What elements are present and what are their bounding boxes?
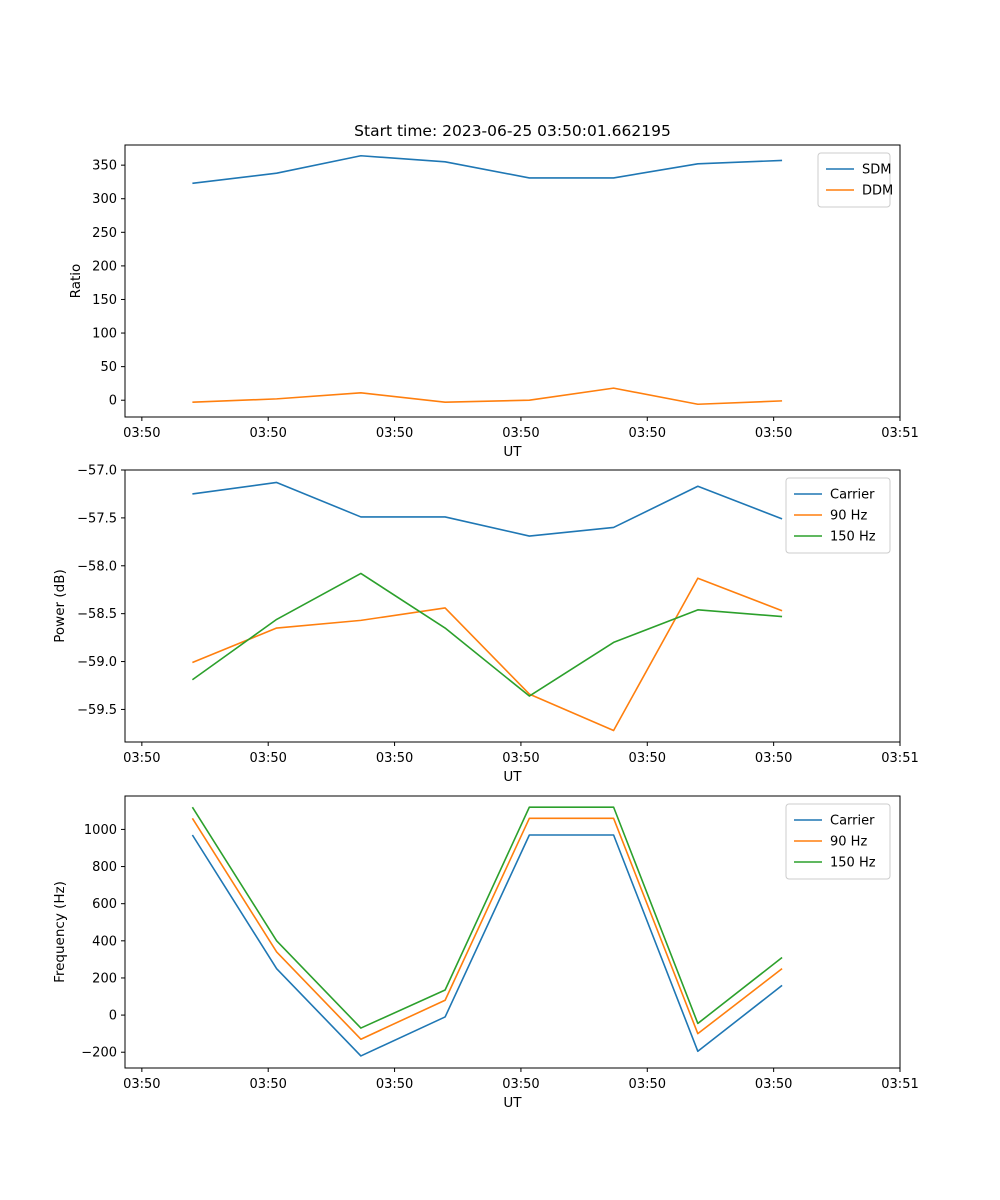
y-tick-label: 50 <box>100 360 117 375</box>
legend: SDM DDM <box>817 152 893 208</box>
series-line-150-hz <box>191 572 783 697</box>
x-tick-label: 03:50 <box>376 1077 413 1092</box>
x-tick-label: 03:50 <box>123 751 160 766</box>
y-tick-label: 400 <box>92 934 117 949</box>
legend-label: 90 Hz <box>830 509 867 524</box>
y-tick-label: −58.5 <box>77 607 117 622</box>
x-tick-label: 03:50 <box>755 751 792 766</box>
x-tick-label: 03:50 <box>755 1077 792 1092</box>
series-line-carrier <box>192 481 783 537</box>
series-line-carrier <box>191 834 783 1057</box>
y-tick-label: 100 <box>92 327 117 342</box>
y-tick-label: 800 <box>92 860 117 875</box>
y-tick-label: 200 <box>92 971 117 986</box>
y-tick-label: −57.5 <box>77 511 117 526</box>
x-tick-label: 03:50 <box>123 1077 160 1092</box>
x-tick-label: 03:51 <box>881 426 918 441</box>
y-tick-label: 600 <box>92 897 117 912</box>
series-line-ddm <box>192 387 783 406</box>
x-tick-label: 03:50 <box>629 426 666 441</box>
x-tick-label: 03:50 <box>629 1077 666 1092</box>
legend-label: SDM <box>862 163 891 178</box>
y-tick-label: −200 <box>81 1046 117 1061</box>
y-tick-label: −57.0 <box>77 464 117 479</box>
x-tick-label: 03:50 <box>502 426 539 441</box>
series-line-150-hz <box>191 806 783 1029</box>
y-tick-label: −59.0 <box>77 655 117 670</box>
y-tick-label: 0 <box>109 394 117 409</box>
legend-label: Carrier <box>830 814 875 829</box>
x-axis-label: UT <box>503 444 522 460</box>
legend-box <box>785 477 891 554</box>
legend-box <box>817 152 891 208</box>
panel-1: Start time: 2023-06-25 03:50:01.66219503… <box>68 122 919 460</box>
y-tick-label: 150 <box>92 293 117 308</box>
series-line-90-hz <box>192 577 783 732</box>
axes-frame <box>124 795 901 1069</box>
y-tick-label: −58.0 <box>77 559 117 574</box>
y-tick-label: 300 <box>92 192 117 207</box>
series-line-90-hz <box>191 817 783 1041</box>
y-tick-label: 200 <box>92 259 117 274</box>
legend-label: 150 Hz <box>830 856 876 871</box>
x-tick-label: 03:51 <box>881 751 918 766</box>
y-axis-label: Ratio <box>68 264 84 299</box>
x-tick-label: 03:50 <box>502 1077 539 1092</box>
y-tick-label: 250 <box>92 226 117 241</box>
x-tick-label: 03:50 <box>502 751 539 766</box>
legend: Carrier 90 Hz 150 Hz <box>785 477 891 554</box>
x-axis-label: UT <box>503 769 522 785</box>
panel-2: 03:50 03:50 03:50 03:50 03:50 03:50 03:51 −57.0… <box>52 464 919 786</box>
x-tick-label: 03:50 <box>123 426 160 441</box>
y-axis-label: Power (dB) <box>52 569 68 642</box>
x-tick-label: 03:51 <box>881 1077 918 1092</box>
series-line-sdm <box>192 154 783 185</box>
legend-box <box>785 803 891 880</box>
legend: Carrier 90 Hz 150 Hz <box>785 803 891 880</box>
y-tick-label: −59.5 <box>77 703 117 718</box>
legend-label: 150 Hz <box>830 530 876 545</box>
legend-label: DDM <box>862 184 893 199</box>
y-tick-label: 1000 <box>84 823 117 838</box>
legend-label: 90 Hz <box>830 835 867 850</box>
x-tick-label: 03:50 <box>629 751 666 766</box>
y-tick-label: 350 <box>92 159 117 174</box>
x-tick-label: 03:50 <box>755 426 792 441</box>
legend-label: Carrier <box>830 488 875 503</box>
y-tick-label: 0 <box>109 1009 117 1024</box>
x-tick-label: 03:50 <box>376 426 413 441</box>
panel-3: 03:50 03:50 03:50 03:50 03:50 03:50 03:51 −200 0… <box>52 795 919 1111</box>
x-tick-label: 03:50 <box>249 426 286 441</box>
x-tick-label: 03:50 <box>249 1077 286 1092</box>
x-tick-label: 03:50 <box>249 751 286 766</box>
axes-frame <box>124 469 901 743</box>
x-axis-label: UT <box>503 1095 522 1111</box>
chart-title: Start time: 2023-06-25 03:50:01.662195 <box>354 122 671 140</box>
y-axis-label: Frequency (Hz) <box>52 881 68 983</box>
x-tick-label: 03:50 <box>376 751 413 766</box>
axes-frame <box>124 144 901 418</box>
